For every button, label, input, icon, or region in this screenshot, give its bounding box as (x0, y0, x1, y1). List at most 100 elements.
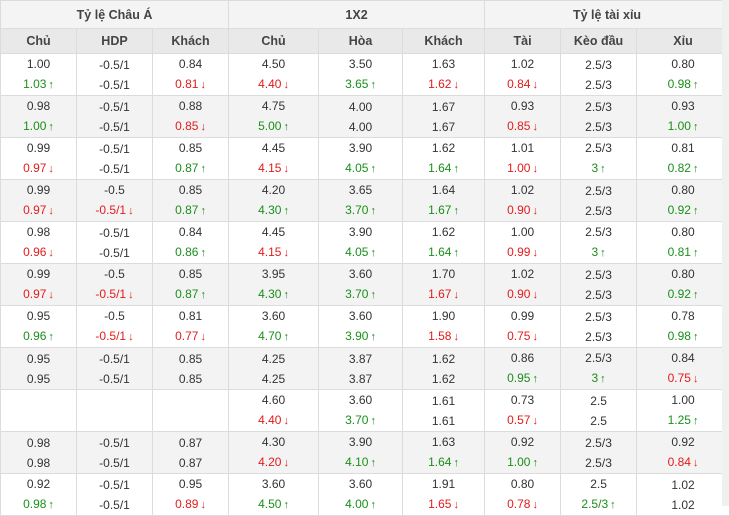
column-header-line: Kèo đầu (561, 29, 637, 54)
opening-value: 1.61 (403, 391, 484, 411)
current-value: 4.15↓ (229, 158, 318, 179)
opening-value: 1.63 (403, 432, 484, 452)
current-value: 1.58↓ (403, 326, 484, 347)
opening-value: 1.62 (403, 138, 484, 158)
opening-value: -0.5 (77, 306, 152, 326)
current-value-text: 4.15 (258, 161, 281, 175)
current-value-text: 2.5/3 (581, 497, 608, 511)
opening-value: 3.90 (319, 432, 402, 452)
opening-value: 1.00 (637, 390, 729, 410)
arrow-up-icon: ↑ (283, 205, 289, 217)
opening-value: 3.50 (319, 54, 402, 74)
current-value-text: -0.5/1 (99, 246, 130, 260)
odds-cell: -0.5/1-0.5/1 (77, 138, 153, 180)
current-value: -0.5/1 (77, 75, 152, 95)
opening-value: 0.81 (637, 138, 729, 158)
current-value: 0.92↑ (637, 284, 729, 305)
arrow-up-icon: ↑ (453, 247, 459, 259)
arrow-up-icon: ↑ (610, 499, 616, 511)
current-value-text: 0.99 (507, 245, 530, 259)
arrow-up-icon: ↑ (370, 331, 376, 343)
current-value: 0.96↓ (1, 242, 76, 263)
arrow-up-icon: ↑ (453, 163, 459, 175)
arrow-up-icon: ↑ (48, 79, 54, 91)
current-value: 4.25 (229, 369, 318, 389)
current-value: 0.90↓ (485, 200, 560, 221)
current-value-text: 1.03 (23, 77, 46, 91)
odds-cell: -0.5/1-0.5/1 (77, 96, 153, 138)
current-value-text: 0.86 (175, 245, 198, 259)
current-value: 3.70↑ (319, 200, 402, 221)
current-value-text: -0.5/1 (99, 456, 130, 470)
current-value: 3.70↑ (319, 284, 402, 305)
opening-value: 1.91 (403, 474, 484, 494)
current-value: 3.70↑ (319, 410, 402, 431)
opening-value: 4.45 (229, 222, 318, 242)
current-value-text: 0.81 (668, 245, 691, 259)
arrow-down-icon: ↓ (532, 415, 538, 427)
arrow-down-icon: ↓ (200, 499, 206, 511)
current-value-text: 0.85 (175, 119, 198, 133)
arrow-down-icon: ↓ (200, 121, 206, 133)
current-value-text: 0.87 (175, 203, 198, 217)
current-value-text: 1.62 (432, 372, 455, 386)
column-header-away: Khách (153, 29, 229, 54)
opening-value: 0.85 (153, 264, 228, 284)
current-value-text: 1.00 (23, 119, 46, 133)
current-value-text: 0.87 (175, 287, 198, 301)
current-value-text: 0.77 (175, 329, 198, 343)
opening-value: 3.90 (319, 138, 402, 158)
column-header-draw: Hòa (319, 29, 403, 54)
current-value: 1.00↑ (485, 452, 560, 473)
current-value-text: 4.20 (258, 455, 281, 469)
arrow-down-icon: ↓ (532, 205, 538, 217)
current-value: 4.30↑ (229, 200, 318, 221)
opening-value: -0.5/1 (77, 433, 152, 453)
column-header-home: Chủ (229, 29, 319, 54)
opening-value: 3.87 (319, 349, 402, 369)
opening-value: 4.00 (319, 97, 402, 117)
arrow-down-icon: ↓ (532, 121, 538, 133)
opening-value: 0.92 (1, 474, 76, 494)
vertical-scrollbar[interactable] (722, 0, 729, 506)
current-value: 0.87 (153, 453, 228, 473)
arrow-up-icon: ↑ (600, 163, 606, 175)
current-value: 2.5/3↑ (561, 494, 636, 515)
arrow-down-icon: ↓ (453, 289, 459, 301)
arrow-down-icon: ↓ (128, 289, 134, 301)
opening-value: 4.30 (229, 432, 318, 452)
current-value-text: 0.97 (23, 161, 46, 175)
opening-value: 1.62 (403, 349, 484, 369)
current-value-text: 1.64 (428, 245, 451, 259)
current-value: 1.67 (403, 117, 484, 137)
current-value-text: 0.75 (668, 371, 691, 385)
opening-value: 0.93 (637, 96, 729, 116)
current-value-text: 0.87 (175, 161, 198, 175)
current-value: 0.95 (1, 369, 76, 389)
arrow-down-icon: ↓ (48, 205, 54, 217)
current-value-text: 0.87 (179, 456, 202, 470)
current-value: 0.85 (153, 369, 228, 389)
